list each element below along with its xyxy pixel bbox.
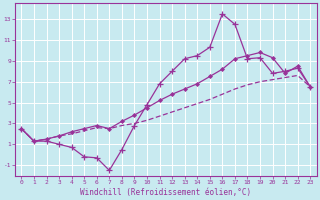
X-axis label: Windchill (Refroidissement éolien,°C): Windchill (Refroidissement éolien,°C) [80,188,252,197]
